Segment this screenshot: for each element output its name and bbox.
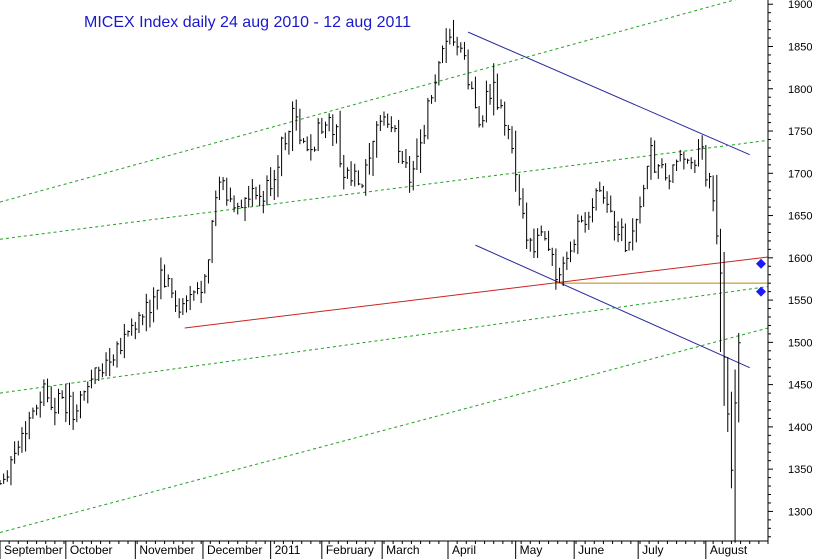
y-axis: 1300 1350 1400 1450 1500 1550 1600 1650 1700 1750…: [767, 0, 812, 541]
y-tick-label: 1500: [788, 337, 812, 349]
chart-title: MICEX Index daily 24 aug 2010 - 12 aug 2…: [84, 14, 411, 31]
y-tick-label: 1550: [788, 295, 812, 307]
y-tick-label: 1600: [788, 253, 812, 265]
y-tick-label: 1450: [788, 380, 812, 392]
trend-line: [0, 0, 737, 203]
trend-lines: [0, 0, 769, 534]
y-tick-label: 1300: [788, 506, 812, 518]
month-label: July: [642, 543, 663, 557]
price-bars: [0, 19, 741, 543]
month-label: March: [386, 543, 419, 557]
plot-background: [0, 0, 768, 541]
month-label: May: [520, 543, 543, 557]
level-marker: [756, 258, 766, 269]
trend-line: [467, 31, 750, 156]
month-label: June: [578, 543, 604, 557]
month-label: August: [710, 543, 748, 557]
y-tick-label: 1750: [788, 126, 812, 138]
trend-line: [475, 244, 750, 369]
month-label: October: [70, 543, 113, 557]
y-tick-label: 1800: [788, 84, 812, 96]
y-tick-label: 1900: [788, 0, 812, 11]
y-tick-label: 1350: [788, 464, 812, 476]
level-marker: [756, 286, 766, 297]
y-tick-label: 1850: [788, 41, 812, 53]
y-tick-label: 1650: [788, 211, 812, 223]
y-tick-label: 1700: [788, 168, 812, 180]
month-label: 2011: [275, 543, 301, 557]
month-label: February: [326, 543, 374, 557]
x-axis: September October November December 2011 Febr…: [0, 540, 769, 559]
month-label: April: [452, 543, 476, 557]
month-label: December: [207, 543, 262, 557]
trend-line: [0, 327, 769, 534]
month-label: November: [139, 543, 194, 557]
trend-line: [184, 256, 769, 329]
y-tick-label: 1400: [788, 422, 812, 434]
month-label: September: [4, 543, 63, 557]
price-markers: [756, 258, 766, 297]
